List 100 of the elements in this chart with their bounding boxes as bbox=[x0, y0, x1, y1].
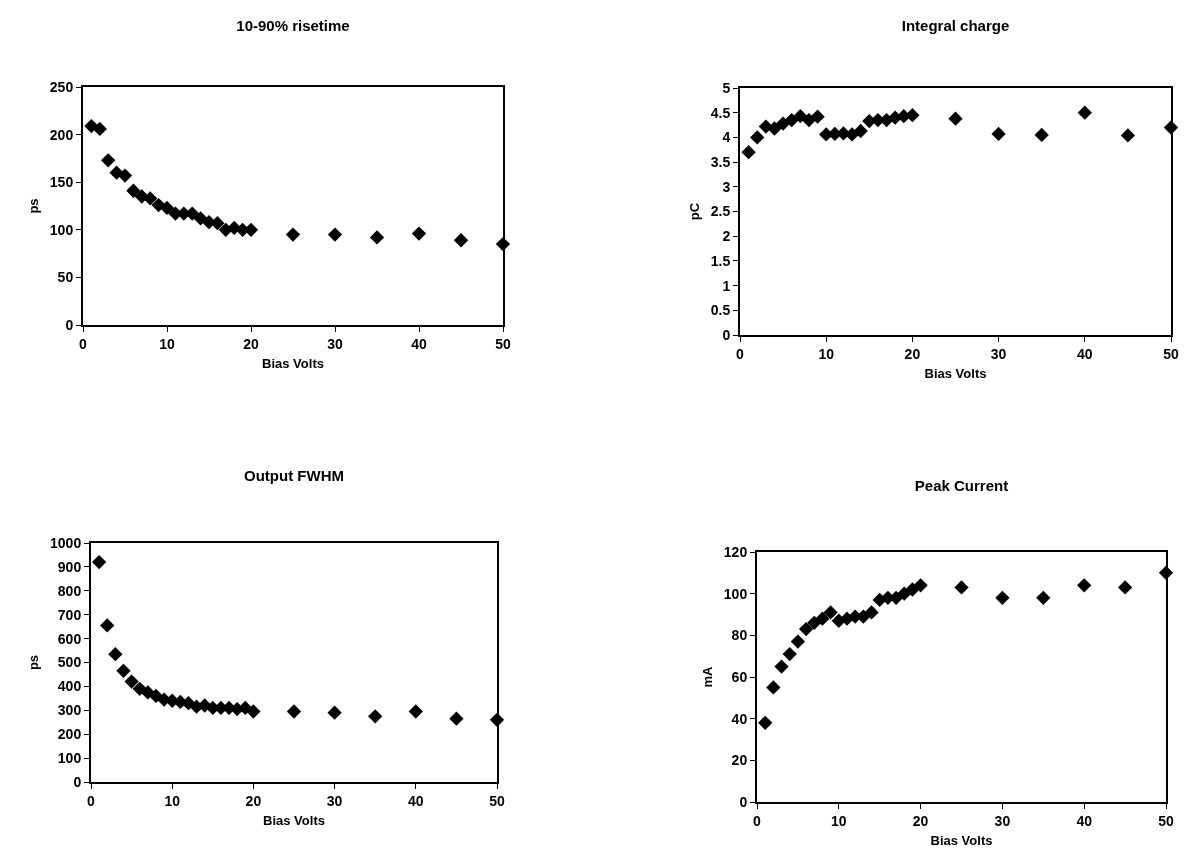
x-tick-label: 10 bbox=[831, 812, 847, 829]
y-tick-label: 0 bbox=[65, 316, 74, 333]
point bbox=[784, 112, 799, 128]
point bbox=[801, 112, 817, 128]
point bbox=[116, 663, 131, 679]
point bbox=[210, 215, 225, 231]
point bbox=[1120, 128, 1136, 143]
x-tick-label: 40 bbox=[1076, 812, 1093, 829]
point bbox=[1036, 590, 1051, 605]
point bbox=[368, 709, 383, 724]
y-tick-label: 200 bbox=[49, 126, 74, 143]
y-tick-label: 150 bbox=[49, 174, 74, 191]
point bbox=[1077, 578, 1092, 593]
point bbox=[148, 688, 164, 704]
point bbox=[124, 674, 139, 689]
y-tick-label: 80 bbox=[731, 627, 748, 644]
x-axis-title: Bias Volts bbox=[930, 832, 993, 848]
x-tick-label: 20 bbox=[904, 345, 921, 362]
y-tick-label: 120 bbox=[723, 543, 748, 560]
point bbox=[1077, 105, 1092, 120]
y-tick-label: 250 bbox=[49, 78, 74, 95]
point bbox=[449, 711, 464, 726]
y-tick-label: 1000 bbox=[50, 534, 82, 551]
x-tick-label: 30 bbox=[994, 812, 1011, 829]
point bbox=[159, 200, 175, 216]
point bbox=[117, 168, 133, 183]
x-tick-label: 10 bbox=[818, 345, 835, 362]
x-tick-label: 50 bbox=[1158, 812, 1174, 829]
point bbox=[790, 634, 806, 649]
point bbox=[864, 605, 879, 620]
y-tick-label: 50 bbox=[57, 269, 74, 286]
point bbox=[327, 227, 343, 242]
point bbox=[286, 704, 302, 719]
point bbox=[100, 618, 115, 633]
x-axis-title: Bias Volts bbox=[924, 365, 987, 381]
y-axis-title: pC bbox=[687, 202, 703, 221]
point bbox=[991, 126, 1006, 142]
point bbox=[101, 153, 116, 168]
y-tick-label: 1.5 bbox=[710, 252, 731, 269]
point bbox=[905, 582, 920, 597]
point bbox=[758, 715, 773, 730]
x-tick-label: 10 bbox=[159, 335, 175, 352]
x-tick-label: 20 bbox=[245, 792, 262, 809]
point bbox=[741, 145, 756, 160]
chart-title: Integral charge bbox=[901, 16, 1010, 34]
y-tick-label: 5 bbox=[722, 79, 731, 96]
point bbox=[126, 183, 141, 198]
point bbox=[774, 659, 789, 674]
y-axis-title: mA bbox=[700, 665, 716, 688]
x-tick-label: 0 bbox=[753, 812, 762, 829]
point bbox=[853, 123, 868, 139]
point bbox=[143, 191, 158, 206]
chart-title: 10-90% risetime bbox=[236, 16, 350, 34]
y-tick-label: 0.5 bbox=[710, 302, 731, 319]
point bbox=[948, 111, 963, 126]
y-tick-label: 3.5 bbox=[710, 154, 731, 170]
x-tick-label: 0 bbox=[87, 792, 96, 809]
point bbox=[810, 109, 825, 124]
point bbox=[193, 211, 208, 226]
point bbox=[954, 580, 969, 595]
x-tick-label: 50 bbox=[495, 335, 511, 352]
y-tick-label: 2 bbox=[722, 228, 731, 245]
chart-title: Output FWHM bbox=[244, 466, 344, 484]
x-tick-label: 20 bbox=[243, 335, 259, 352]
point bbox=[327, 705, 342, 720]
point bbox=[246, 704, 261, 719]
point bbox=[913, 578, 928, 593]
point bbox=[767, 121, 782, 136]
y-axis-title: ps bbox=[26, 198, 42, 214]
x-tick-label: 30 bbox=[327, 335, 343, 352]
point bbox=[995, 590, 1010, 605]
y-tick-label: 700 bbox=[57, 606, 82, 623]
y-tick-label: 400 bbox=[57, 678, 82, 695]
x-tick-label: 40 bbox=[411, 335, 427, 352]
y-tick-label: 100 bbox=[49, 221, 74, 238]
x-axis-title: Bias Volts bbox=[263, 812, 325, 828]
y-tick-label: 500 bbox=[57, 654, 82, 671]
point bbox=[453, 233, 469, 248]
x-tick-label: 50 bbox=[1163, 345, 1179, 362]
x-tick-label: 30 bbox=[326, 792, 343, 809]
y-tick-label: 800 bbox=[57, 582, 82, 599]
x-axis-title: Bias Volts bbox=[262, 355, 324, 371]
point bbox=[1117, 580, 1133, 595]
y-tick-label: 100 bbox=[57, 750, 82, 766]
point bbox=[132, 681, 147, 696]
x-tick-label: 20 bbox=[912, 812, 929, 829]
point bbox=[108, 646, 123, 662]
y-tick-label: 4.5 bbox=[710, 104, 731, 121]
chart-title: Peak Current bbox=[914, 476, 1009, 494]
y-tick-label: 1 bbox=[722, 277, 731, 294]
y-tick-label: 0 bbox=[73, 773, 82, 790]
y-tick-label: 900 bbox=[57, 558, 82, 575]
x-tick-label: 10 bbox=[164, 792, 181, 809]
point bbox=[411, 226, 427, 241]
point bbox=[408, 704, 423, 719]
y-tick-label: 3 bbox=[722, 178, 731, 195]
x-tick-label: 40 bbox=[1077, 345, 1093, 362]
y-tick-label: 40 bbox=[731, 710, 748, 727]
point bbox=[750, 130, 765, 145]
x-tick-label: 50 bbox=[489, 792, 505, 809]
